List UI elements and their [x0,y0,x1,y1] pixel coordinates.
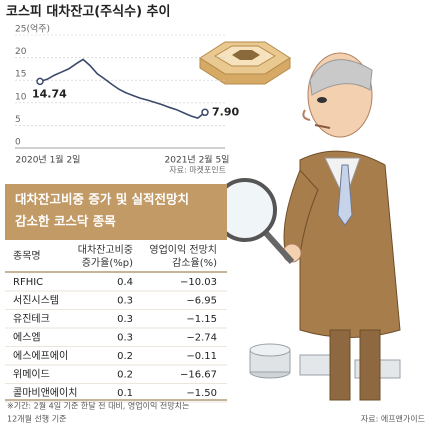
cell-value: 0.2 [117,351,133,362]
y-tick-label: 15 [15,70,26,80]
y-tick-label: 5 [15,115,21,125]
cell-value: 0.1 [117,388,133,399]
cell-value: −0.11 [186,351,217,362]
table-source: 자료: 에프앤가이드 [361,414,425,424]
stock-name: 유진테크 [13,313,50,325]
chart-title: 코스피 대차잔고(주식수) 추이 [6,4,170,20]
x-tick-label: 2021년 2월 5일 [165,154,230,166]
y-tick-label: 25(억주) [15,23,50,35]
chart-source: 자료: 마켓포인트 [169,165,226,175]
column-header: 종목명 [13,250,41,262]
footnote: ※기간: 2월 4일 기준 한달 전 대비, 영업이익 전망치는 [7,401,189,411]
line-chart: 0 5 10 15 20 25(억주) 14.74 7.90 2020년 1월 2일 2021년 … [15,23,239,166]
stock-name: 에스엠 [13,332,41,344]
data-label: 7.90 [212,105,239,118]
cell-value: −10.03 [180,277,217,288]
cell-value: −16.67 [180,370,217,381]
businessman [282,52,401,401]
x-tick-label: 2020년 1월 2일 [16,154,81,166]
illustration [199,41,401,401]
y-tick-label: 0 [15,138,21,148]
column-header: 감소율(%) [172,257,217,269]
cell-value: 0.3 [117,296,133,307]
end-point [201,108,209,117]
stock-name: RFHIC [13,277,43,288]
cell-value: −1.15 [186,314,217,325]
hexagon-building [199,41,291,85]
column-header: 증가율(%p) [82,257,133,269]
y-tick-label: 20 [15,47,27,57]
cell-value: 0.3 [117,314,133,325]
column-header: 대차잔고비중 [78,244,133,256]
cell-value: −6.95 [186,296,217,307]
stock-name: 서진시스템 [13,295,59,307]
stock-name: 에스에프에이 [13,350,68,362]
table-title: 대차잔고비중 증가 및 실적전망치 [15,192,189,207]
cell-value: −2.74 [186,333,217,344]
table-title: 감소한 코스닥 종목 [15,214,116,229]
cell-value: 0.3 [117,333,133,344]
data-label: 14.74 [32,87,67,100]
footnote: 12개월 선행 기준 [7,414,66,424]
stock-name: 위메이드 [13,368,50,381]
table-title-band [5,184,227,240]
end-point [36,77,44,86]
stock-name: 콜마비앤에이치 [13,387,77,399]
y-tick-label: 10 [15,92,27,102]
series-line [39,58,206,120]
cell-value: −1.50 [186,388,217,399]
cell-value: 0.2 [117,370,133,381]
cell-value: 0.4 [117,277,133,288]
column-header: 영업이익 전망치 [149,243,217,256]
